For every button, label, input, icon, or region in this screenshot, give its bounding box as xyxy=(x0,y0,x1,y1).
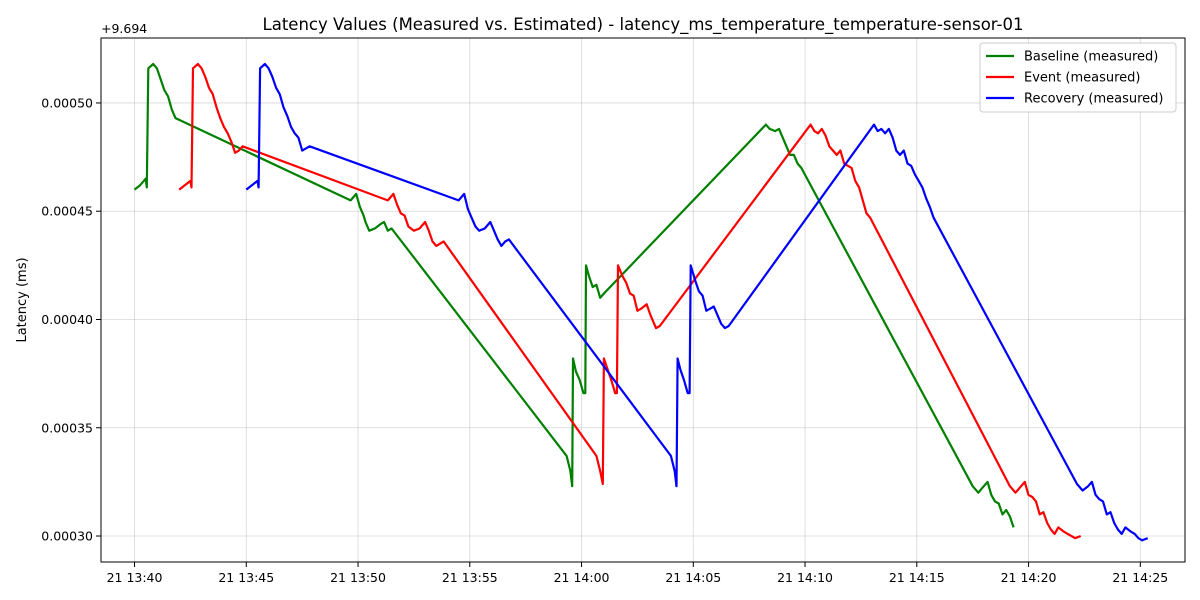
x-tick-label: 21 14:10 xyxy=(777,570,833,585)
series-line-0 xyxy=(133,62,1015,528)
grid-lines xyxy=(101,38,1185,562)
y-tick-label: 0.00030 xyxy=(41,529,93,544)
x-tick-label: 21 13:45 xyxy=(218,570,274,585)
x-tick-label: 21 14:00 xyxy=(554,570,610,585)
series-line-1 xyxy=(178,62,1082,540)
y-tick-label: 0.00035 xyxy=(41,420,93,435)
legend-label: Recovery (measured) xyxy=(1024,92,1164,107)
y-offset-label: +9.694 xyxy=(101,21,147,36)
legend: Baseline (measured) Event (measured) Recov… xyxy=(979,42,1177,113)
x-tick-label: 21 14:25 xyxy=(1112,570,1168,585)
y-tick-label: 0.00045 xyxy=(41,204,93,219)
series-line-2 xyxy=(245,62,1149,542)
x-tick-label: 21 14:15 xyxy=(889,570,945,585)
y-tick-label: 0.00040 xyxy=(41,312,93,327)
series-layer xyxy=(133,62,1149,542)
x-tick-label: 21 14:05 xyxy=(665,570,721,585)
x-tick-label: 21 13:55 xyxy=(442,570,498,585)
x-tick-label: 21 13:40 xyxy=(107,570,163,585)
legend-label: Event (measured) xyxy=(1024,71,1140,86)
plot-frame xyxy=(100,37,1186,563)
legend-box xyxy=(979,42,1177,113)
chart-title: Latency Values (Measured vs. Estimated) … xyxy=(263,15,1024,35)
x-tick-label: 21 13:50 xyxy=(330,570,386,585)
x-axis: 21 13:40 21 13:45 21 13:50 21 13:55 21 14:00… xyxy=(107,562,1168,585)
x-tick-label: 21 14:20 xyxy=(1001,570,1057,585)
y-axis-label: Latency (ms) xyxy=(15,257,30,342)
y-axis: 0.00030 0.00035 0.00040 0.00045 0.00050 xyxy=(41,95,101,544)
y-tick-label: 0.00050 xyxy=(41,95,93,110)
legend-label: Baseline (measured) xyxy=(1024,50,1158,65)
